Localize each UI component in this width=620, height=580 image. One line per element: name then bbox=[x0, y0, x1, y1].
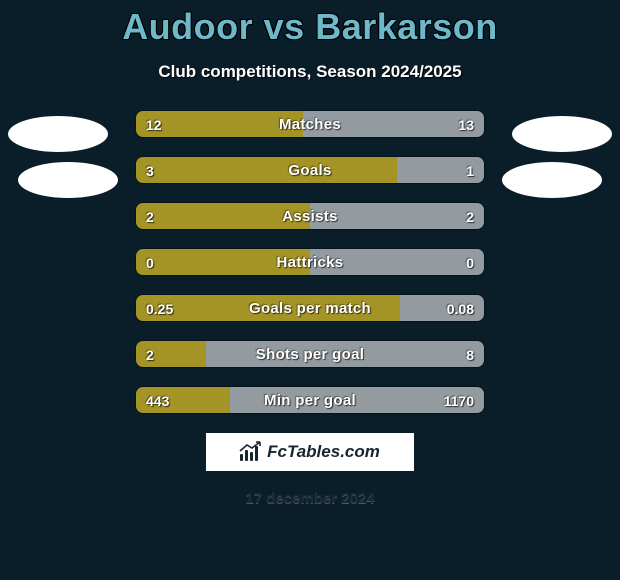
bar-row: 12 13 Matches bbox=[135, 110, 485, 138]
value-right: 8 bbox=[466, 341, 474, 368]
bar-row: 0.25 0.08 Goals per match bbox=[135, 294, 485, 322]
bar-row: 2 2 Assists bbox=[135, 202, 485, 230]
value-right: 0.08 bbox=[447, 295, 474, 322]
value-left: 0 bbox=[146, 249, 154, 276]
bar-row: 2 8 Shots per goal bbox=[135, 340, 485, 368]
player-badge-right-1 bbox=[512, 116, 612, 152]
comparison-chart: 12 13 Matches 3 1 Goals 2 2 Assists 0 0 Hattricks 0.… bbox=[0, 110, 620, 414]
metric-label: Min per goal bbox=[264, 387, 356, 414]
player-badge-left-1 bbox=[8, 116, 108, 152]
value-left: 2 bbox=[146, 341, 154, 368]
date-text: 17 december 2024 bbox=[0, 490, 620, 507]
bar-chart-icon bbox=[240, 443, 262, 461]
brand-box: FcTables.com bbox=[205, 432, 415, 472]
metric-label: Matches bbox=[279, 111, 341, 138]
bar-rows: 12 13 Matches 3 1 Goals 2 2 Assists 0 0 Hattricks 0.… bbox=[135, 110, 485, 414]
bar-row: 3 1 Goals bbox=[135, 156, 485, 184]
player-badge-right-2 bbox=[502, 162, 602, 198]
value-left: 3 bbox=[146, 157, 154, 184]
page-title: Audoor vs Barkarson bbox=[0, 6, 620, 48]
brand-text: FcTables.com bbox=[267, 442, 380, 462]
value-right: 1170 bbox=[444, 387, 474, 414]
value-left: 0.25 bbox=[146, 295, 173, 322]
value-right: 13 bbox=[458, 111, 474, 138]
page-subtitle: Club competitions, Season 2024/2025 bbox=[0, 62, 620, 82]
value-left: 2 bbox=[146, 203, 154, 230]
value-left: 12 bbox=[146, 111, 162, 138]
metric-label: Shots per goal bbox=[256, 341, 364, 368]
bar-row: 443 1170 Min per goal bbox=[135, 386, 485, 414]
metric-label: Assists bbox=[282, 203, 337, 230]
metric-label: Goals per match bbox=[249, 295, 371, 322]
bar-row: 0 0 Hattricks bbox=[135, 248, 485, 276]
value-left: 443 bbox=[146, 387, 169, 414]
value-right: 0 bbox=[466, 249, 474, 276]
player-badge-left-2 bbox=[18, 162, 118, 198]
metric-label: Goals bbox=[288, 157, 331, 184]
comparison-card: Audoor vs Barkarson Club competitions, S… bbox=[0, 0, 620, 580]
trend-arrow-icon bbox=[239, 441, 263, 453]
bar-segment-left bbox=[136, 157, 397, 183]
value-right: 1 bbox=[466, 157, 474, 184]
value-right: 2 bbox=[466, 203, 474, 230]
metric-label: Hattricks bbox=[277, 249, 344, 276]
